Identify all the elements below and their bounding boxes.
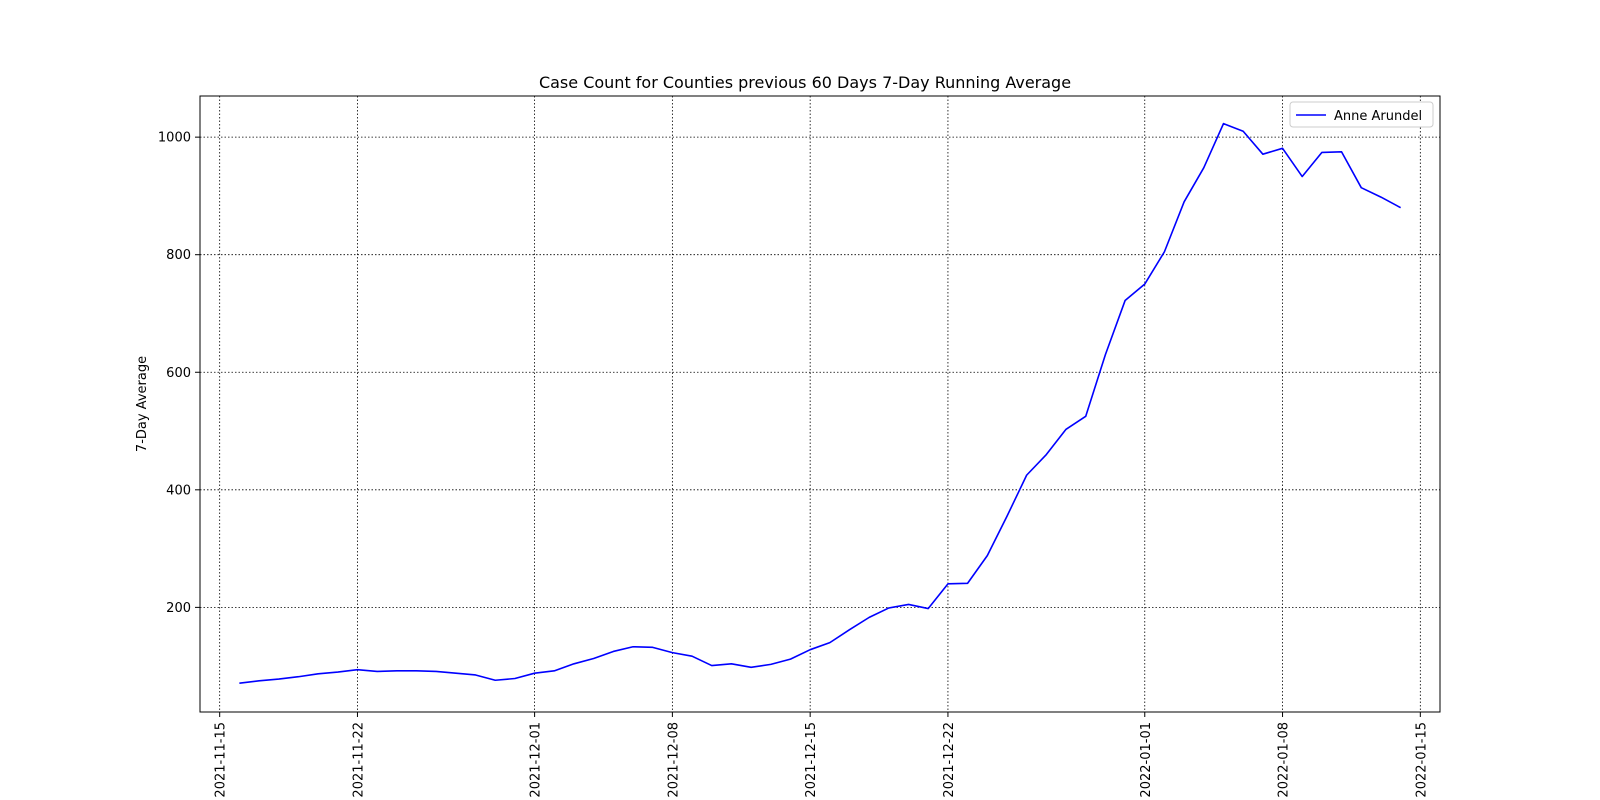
series-line bbox=[239, 122, 1402, 684]
y-axis-label: 7-Day Average bbox=[135, 356, 150, 452]
x-tick-label: 2021-12-15 bbox=[804, 722, 819, 798]
grid-lines bbox=[200, 96, 1440, 712]
y-tick-label: 1000 bbox=[158, 131, 191, 146]
x-tick-label: 2022-01-08 bbox=[1277, 722, 1292, 798]
y-tick-label: 400 bbox=[166, 483, 191, 498]
legend-label: Anne Arundel bbox=[1334, 109, 1422, 124]
y-tick-label: 200 bbox=[166, 601, 191, 616]
chart-title: Case Count for Counties previous 60 Days… bbox=[539, 73, 1071, 92]
legend: Anne Arundel bbox=[1289, 101, 1434, 128]
x-tick-label: 2021-12-08 bbox=[666, 722, 681, 798]
x-tick-label: 2021-12-22 bbox=[942, 722, 957, 798]
x-tick-label: 2021-12-01 bbox=[529, 722, 544, 798]
y-tick-label: 600 bbox=[166, 366, 191, 381]
x-tick-label: 2021-11-15 bbox=[214, 722, 229, 798]
x-tick-label: 2022-01-01 bbox=[1139, 722, 1154, 798]
x-axis: 2021-11-15 2021-11-22 2021-12-01 2021-12-08… bbox=[214, 712, 1429, 798]
data-layer bbox=[239, 122, 1402, 684]
plot-frame bbox=[199, 95, 1441, 713]
y-axis: 200 400 600 800 1000 bbox=[158, 131, 200, 616]
x-tick-label: 2021-11-22 bbox=[351, 722, 366, 798]
y-tick-label: 800 bbox=[166, 248, 191, 263]
legend-box bbox=[1289, 101, 1434, 128]
x-tick-label: 2022-01-15 bbox=[1414, 722, 1429, 798]
